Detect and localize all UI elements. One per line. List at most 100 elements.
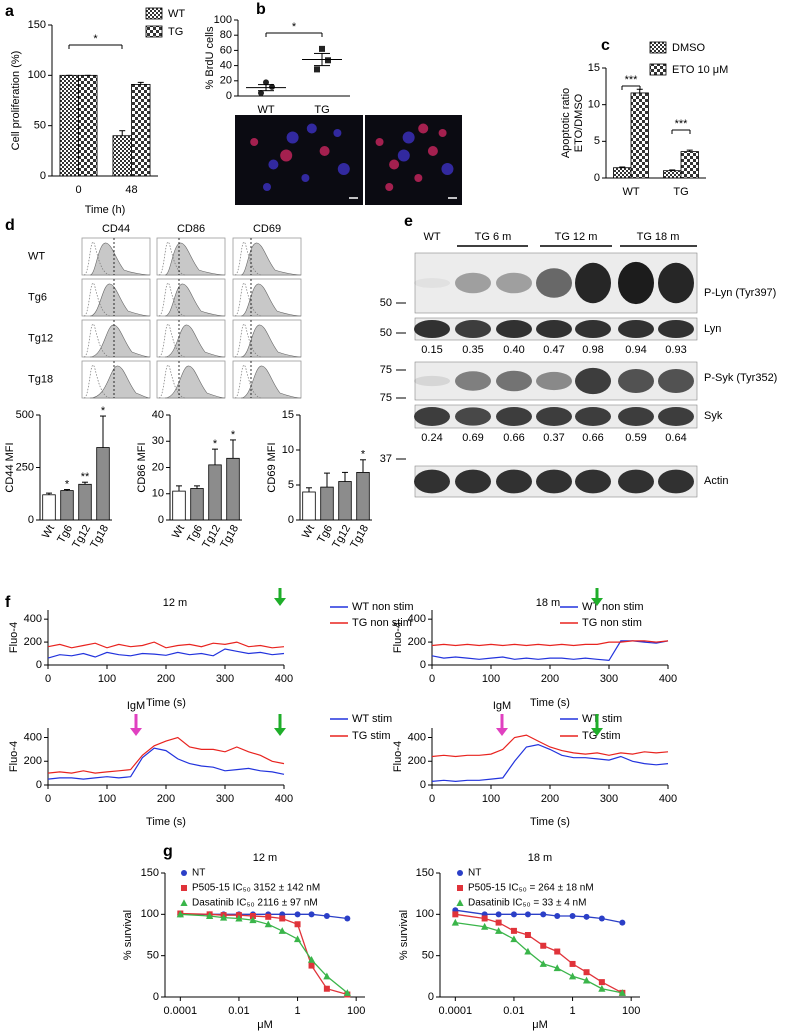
histogram-filled bbox=[240, 242, 302, 276]
x-tick-label: Wt bbox=[40, 523, 57, 541]
legend-label: P505-15 IC₅₀ = 264 ± 18 nM bbox=[468, 883, 594, 894]
y-tick-label: 30 bbox=[152, 435, 164, 447]
panel-label: c bbox=[601, 37, 610, 54]
cell bbox=[402, 131, 415, 144]
x-tick-label: 0 bbox=[429, 793, 435, 805]
blot-band bbox=[575, 262, 611, 304]
cell bbox=[427, 146, 438, 156]
x-tick-label: Tg18 bbox=[88, 523, 111, 551]
blot-band bbox=[536, 268, 572, 298]
fit-line bbox=[455, 921, 623, 994]
blot-band bbox=[575, 320, 611, 338]
y-tick-label: 200 bbox=[24, 755, 42, 767]
significance-label: * bbox=[65, 478, 70, 490]
micrograph bbox=[365, 115, 462, 205]
data-point bbox=[524, 911, 531, 918]
y-tick-label: 40 bbox=[220, 60, 232, 72]
data-point bbox=[481, 915, 488, 922]
fit-line bbox=[180, 912, 348, 996]
blot-band bbox=[618, 261, 654, 305]
histogram-filled bbox=[89, 283, 151, 317]
data-point bbox=[235, 914, 243, 922]
blot-band bbox=[618, 407, 654, 426]
bar bbox=[338, 481, 352, 521]
x-tick-label: 100 bbox=[98, 793, 116, 805]
legend-label: WT non stim bbox=[582, 601, 644, 613]
y-tick-label: 0 bbox=[288, 514, 294, 526]
legend-marker bbox=[181, 885, 187, 891]
data-point bbox=[294, 921, 301, 928]
blot-band bbox=[414, 278, 450, 288]
blot-label: Lyn bbox=[704, 323, 721, 335]
data-point bbox=[510, 935, 518, 943]
data-point bbox=[495, 927, 503, 934]
y-tick-label: 100 bbox=[214, 14, 232, 26]
y-axis-label: Fluo-4 bbox=[392, 741, 404, 772]
data-point bbox=[206, 912, 214, 919]
x-tick-label: 100 bbox=[98, 673, 116, 685]
column-label: CD86 bbox=[177, 223, 205, 235]
legend-swatch bbox=[145, 7, 163, 20]
bar bbox=[60, 490, 74, 521]
y-tick-label: 400 bbox=[24, 731, 42, 743]
legend-label: NT bbox=[468, 868, 481, 879]
legend-label: TG bbox=[168, 26, 183, 38]
blot-band bbox=[575, 367, 611, 395]
fit-line bbox=[455, 909, 623, 924]
data-point bbox=[176, 910, 184, 918]
y-tick-label: 50 bbox=[147, 950, 159, 962]
y-axis-label: % survival bbox=[122, 910, 134, 960]
cell bbox=[385, 183, 394, 191]
band-ratio: 0.66 bbox=[582, 432, 603, 444]
y-tick-label: 80 bbox=[220, 29, 232, 41]
data-point bbox=[343, 989, 351, 996]
y-tick-label: 200 bbox=[408, 636, 426, 648]
y-axis-label: % BrdU cells bbox=[204, 26, 216, 89]
arrow-head bbox=[274, 598, 286, 606]
blot-band bbox=[618, 320, 654, 338]
data-point bbox=[279, 915, 286, 922]
series-line bbox=[431, 743, 669, 783]
y-tick-label: 0 bbox=[40, 170, 46, 182]
legend-label: WT non stim bbox=[352, 601, 414, 613]
band-ratio: 0.66 bbox=[503, 432, 524, 444]
mw-marker: 75 bbox=[380, 364, 392, 376]
y-tick-label: 150 bbox=[416, 867, 434, 879]
legend-label: WT bbox=[168, 8, 185, 20]
chart-title: 18 m bbox=[536, 597, 560, 609]
y-tick-label: 15 bbox=[282, 409, 294, 421]
arrow-head bbox=[591, 728, 603, 736]
y-tick-label: 400 bbox=[408, 613, 426, 625]
blot-band bbox=[496, 407, 532, 426]
cell bbox=[319, 146, 330, 156]
significance-label: *** bbox=[675, 118, 689, 130]
y-tick-label: 0 bbox=[428, 991, 434, 1003]
y-tick-label: 0 bbox=[36, 659, 42, 671]
data-point bbox=[308, 911, 315, 918]
x-tick-label: 1 bbox=[294, 1005, 300, 1017]
x-tick-label: 300 bbox=[600, 673, 618, 685]
row-label: WT bbox=[28, 250, 45, 262]
histogram-filled bbox=[240, 365, 302, 399]
blot-band bbox=[536, 320, 572, 338]
x-tick-label: 400 bbox=[275, 673, 293, 685]
x-tick-label: 300 bbox=[600, 793, 618, 805]
y-tick-label: 0 bbox=[153, 991, 159, 1003]
band-ratio: 0.40 bbox=[503, 344, 524, 356]
bar bbox=[208, 464, 222, 521]
y-tick-label: 0 bbox=[420, 659, 426, 671]
y-tick-label: 5 bbox=[288, 479, 294, 491]
histogram-filled bbox=[164, 365, 226, 399]
x-axis-label: Time (s) bbox=[530, 816, 570, 828]
x-tick-label: 200 bbox=[541, 673, 559, 685]
x-tick-label: 0 bbox=[45, 793, 51, 805]
data-point bbox=[598, 984, 606, 992]
x-tick-label: 300 bbox=[216, 673, 234, 685]
data-point bbox=[539, 960, 547, 967]
legend-label: WT stim bbox=[352, 713, 392, 725]
bar bbox=[226, 457, 240, 521]
chart-title: 18 m bbox=[528, 852, 552, 864]
blot-band bbox=[575, 407, 611, 426]
panel-label: a bbox=[5, 3, 14, 20]
legend-marker bbox=[181, 870, 187, 876]
